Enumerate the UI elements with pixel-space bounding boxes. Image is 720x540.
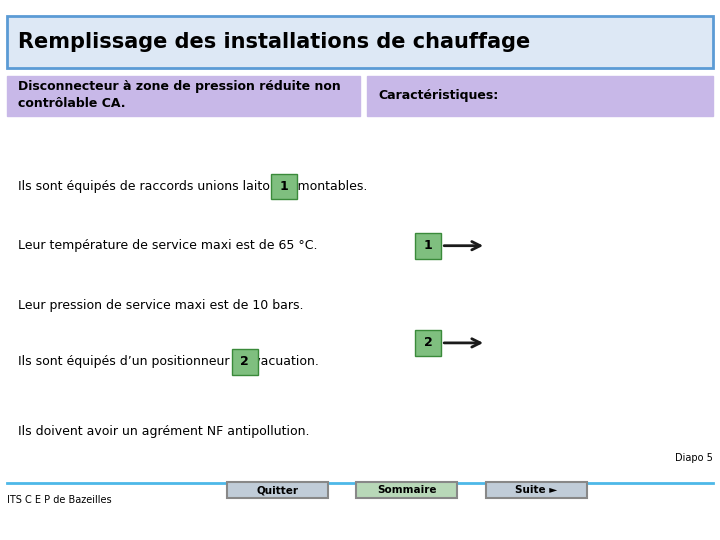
FancyBboxPatch shape — [415, 330, 441, 356]
Text: Caractéristiques:: Caractéristiques: — [378, 89, 498, 102]
Text: ITS C E P de Bazeilles: ITS C E P de Bazeilles — [7, 495, 112, 505]
FancyBboxPatch shape — [271, 174, 297, 199]
Text: Disconnecteur à zone de pression réduite non: Disconnecteur à zone de pression réduite… — [18, 80, 341, 93]
Text: contrôlable CA.: contrôlable CA. — [18, 97, 125, 110]
Text: 1: 1 — [424, 239, 433, 252]
FancyBboxPatch shape — [415, 233, 441, 259]
Text: Suite ►: Suite ► — [516, 485, 557, 495]
FancyBboxPatch shape — [356, 482, 457, 498]
Text: Ils sont équipés de raccords unions laiton démontables.: Ils sont équipés de raccords unions lait… — [18, 180, 367, 193]
Text: 2: 2 — [424, 336, 433, 349]
FancyBboxPatch shape — [7, 76, 360, 116]
Text: Ils doivent avoir un agrément NF antipollution.: Ils doivent avoir un agrément NF antipol… — [18, 426, 310, 438]
FancyBboxPatch shape — [486, 482, 587, 498]
FancyBboxPatch shape — [7, 16, 713, 68]
FancyBboxPatch shape — [367, 76, 713, 116]
FancyBboxPatch shape — [227, 482, 328, 498]
Text: Leur pression de service maxi est de 10 bars.: Leur pression de service maxi est de 10 … — [18, 299, 304, 312]
Text: Diapo 5: Diapo 5 — [675, 453, 713, 463]
Text: Remplissage des installations de chauffage: Remplissage des installations de chauffa… — [18, 32, 530, 52]
Text: Sommaire: Sommaire — [377, 485, 436, 495]
Text: 1: 1 — [280, 180, 289, 193]
FancyBboxPatch shape — [232, 349, 258, 375]
Text: Quitter: Quitter — [256, 485, 298, 495]
Text: Ils sont équipés d’un positionneur d’évacuation.: Ils sont équipés d’un positionneur d’éva… — [18, 355, 319, 368]
Text: Leur température de service maxi est de 65 °C.: Leur température de service maxi est de … — [18, 239, 318, 252]
Text: 2: 2 — [240, 355, 249, 368]
